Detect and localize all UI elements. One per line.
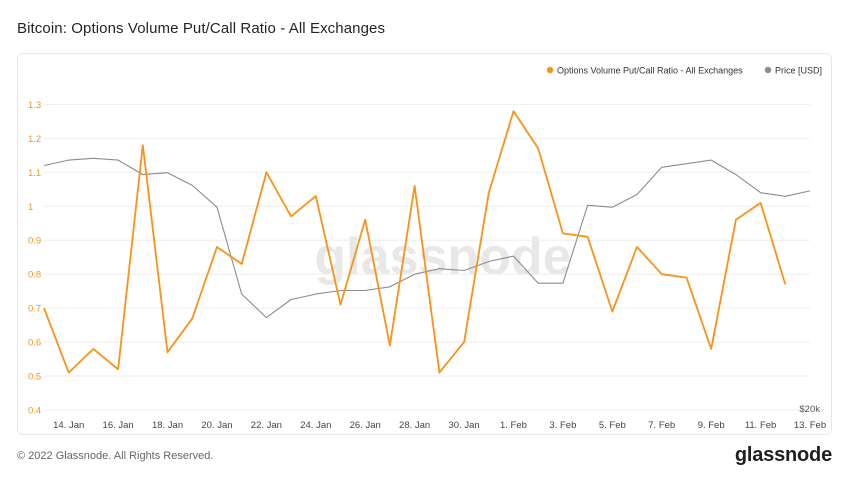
- x-tick-label: 5. Feb: [599, 420, 626, 431]
- series-put-call-ratio: [43, 110, 787, 374]
- y-left-tick-label: 0.7: [28, 304, 41, 315]
- y-left-tick-label: 0.4: [28, 406, 41, 417]
- series-line: [43, 110, 787, 374]
- x-tick-label: 1. Feb: [500, 420, 527, 431]
- page-title: Bitcoin: Options Volume Put/Call Ratio -…: [17, 20, 386, 37]
- y-left-tick-label: 0.6: [28, 338, 41, 349]
- x-tick-label: 28. Jan: [399, 420, 430, 431]
- series-line: [43, 157, 811, 319]
- x-tick-label: 11. Feb: [745, 420, 777, 431]
- watermark-text: glassnode: [314, 228, 571, 286]
- y-left-tick-label: 1.3: [28, 100, 41, 111]
- y-left-tick-label: 0.5: [28, 372, 41, 383]
- legend-label-ratio[interactable]: Options Volume Put/Call Ratio - All Exch…: [557, 66, 743, 76]
- y-left-tick-label: 1.1: [28, 168, 41, 179]
- x-axis: 14. Jan 16. Jan 18. Jan 20. Jan 22. Jan 24. J…: [53, 420, 826, 431]
- x-tick-label: 26. Jan: [350, 420, 381, 431]
- legend-marker-price: [764, 66, 772, 74]
- series-price: [43, 157, 811, 319]
- copyright-text: © 2022 Glassnode. All Rights Reserved.: [17, 450, 214, 462]
- x-tick-label: 20. Jan: [201, 420, 232, 431]
- x-tick-label: 14. Jan: [53, 420, 84, 431]
- chart-panel: glassnode Options Volume Put/Call Ratio …: [17, 53, 832, 435]
- x-tick-label: 16. Jan: [103, 420, 134, 431]
- y-axis-right: $20k: [799, 404, 820, 415]
- glassnode-logo[interactable]: glassnode: [734, 444, 832, 466]
- legend-marker-ratio: [546, 66, 554, 74]
- x-tick-label: 13. Feb: [794, 420, 826, 431]
- chart-legend: Options Volume Put/Call Ratio - All Exch…: [546, 66, 822, 76]
- y-left-tick-label: 1.2: [28, 134, 41, 145]
- x-tick-label: 22. Jan: [251, 420, 282, 431]
- legend-label-price[interactable]: Price [USD]: [775, 66, 822, 76]
- y-left-tick-label: 0.9: [28, 236, 41, 247]
- y-left-tick-label: 0.8: [28, 270, 41, 281]
- x-tick-label: 30. Jan: [448, 420, 479, 431]
- line-chart: glassnode Options Volume Put/Call Ratio …: [28, 66, 826, 432]
- x-tick-label: 18. Jan: [152, 420, 183, 431]
- y-right-tick-label: $20k: [799, 404, 820, 415]
- x-tick-label: 24. Jan: [300, 420, 331, 431]
- x-tick-label: 3. Feb: [549, 420, 576, 431]
- x-tick-label: 7. Feb: [648, 420, 675, 431]
- y-left-tick-label: 1: [28, 202, 33, 213]
- y-axis-left: 0.4 0.5 0.6 0.7 0.8 0.9 1 1.1 1.2 1.3: [28, 100, 41, 417]
- x-tick-label: 9. Feb: [698, 420, 725, 431]
- gridlines: [44, 103, 810, 411]
